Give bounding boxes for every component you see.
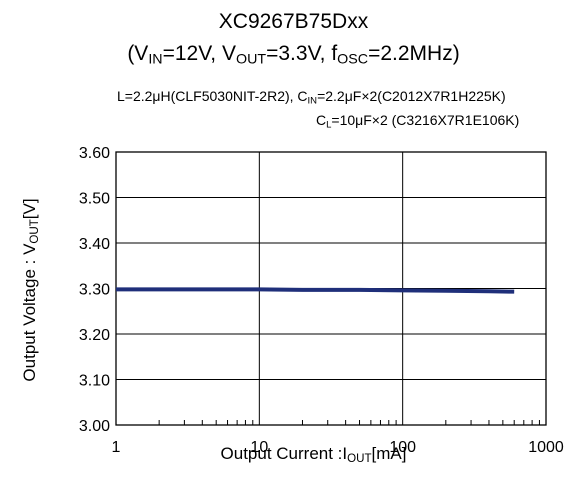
x-tick-label: 100 — [389, 439, 416, 456]
y-tick-labels: 3.00 3.10 3.20 3.30 3.40 3.50 3.60 — [79, 145, 110, 435]
series-line — [116, 287, 515, 294]
x-tick-label: 1 — [112, 439, 121, 456]
y-tick-label: 3.60 — [79, 145, 110, 162]
chart-subtitle: (VIN=12V, VOUT=3.3V, fOSC=2.2MHz) — [127, 42, 460, 68]
minor-ticks — [158, 420, 540, 425]
y-tick-label: 3.50 — [79, 191, 110, 208]
conditions-line-2: CL=10μF×2 (C3216X7R1E106K) — [316, 112, 520, 131]
chart-title: XC9267B75Dxx — [218, 10, 369, 33]
y-tick-label: 3.30 — [79, 282, 110, 299]
x-axis-label: Output Current :IOUT[mA] — [220, 444, 407, 465]
y-axis-label: Output Voltage : VOUT[V] — [20, 198, 41, 382]
y-tick-label: 3.00 — [79, 418, 110, 435]
x-tick-label: 10 — [250, 439, 268, 456]
x-tick-labels: 1 10 100 1000 — [112, 439, 564, 456]
y-tick-label: 3.20 — [79, 327, 110, 344]
x-tick-label: 1000 — [528, 439, 564, 456]
series-layer — [116, 287, 515, 294]
y-tick-label: 3.10 — [79, 373, 110, 390]
y-tick-label: 3.40 — [79, 236, 110, 253]
conditions-line-1: L=2.2μH(CLF5030NIT-2R2), CIN=2.2μF×2(C20… — [117, 88, 506, 107]
